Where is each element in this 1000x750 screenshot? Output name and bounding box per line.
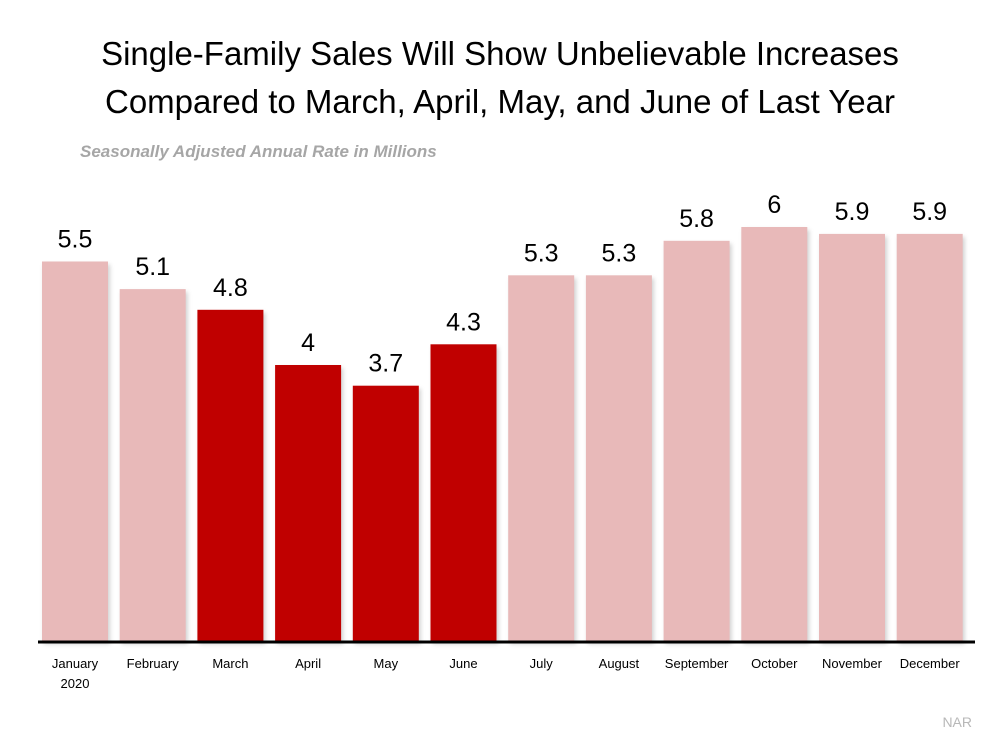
data-label-july: 5.3: [524, 239, 559, 267]
x-tick-label-july: July: [530, 656, 554, 671]
data-label-october: 6: [767, 191, 781, 219]
bar-december: [896, 233, 963, 641]
x-tick-label-june: June: [449, 656, 477, 671]
chart-title-line-1: Single-Family Sales Will Show Unbelievab…: [101, 35, 899, 72]
bar-april: [275, 365, 342, 641]
bar-november: [819, 233, 885, 641]
data-label-january: 5.5: [58, 226, 93, 254]
bar-january: [42, 261, 108, 641]
data-label-february: 5.1: [135, 253, 170, 281]
source-label: NAR: [942, 714, 972, 730]
data-label-september: 5.8: [679, 205, 714, 233]
x-tick-label-february: February: [127, 656, 180, 671]
bar-may: [352, 385, 419, 641]
data-label-june: 4.3: [446, 308, 481, 336]
data-label-december: 5.9: [912, 198, 947, 226]
bar-february: [119, 289, 186, 641]
data-label-april: 4: [301, 329, 315, 357]
data-label-november: 5.9: [835, 198, 870, 226]
x-tick-label-may: May: [374, 656, 399, 671]
x-tick-label-january: January 2020: [52, 656, 99, 691]
data-label-may: 3.7: [368, 350, 403, 378]
x-tick-label-november: November: [822, 656, 883, 671]
bar-july: [508, 275, 575, 641]
x-tick-label-october: October: [751, 656, 798, 671]
data-label-august: 5.3: [602, 239, 637, 267]
bar-august: [585, 275, 652, 641]
x-tick-label-august: August: [599, 656, 640, 671]
bar-june: [430, 344, 497, 641]
x-tick-label-september: September: [665, 656, 729, 671]
chart-title-line-2: Compared to March, April, May, and June …: [105, 83, 895, 120]
bar-september: [663, 240, 730, 642]
bar-march: [197, 309, 264, 641]
x-tick-label-december: December: [900, 656, 961, 671]
data-label-march: 4.8: [213, 274, 248, 302]
bar-october: [741, 227, 808, 641]
x-tick-label-april: April: [295, 656, 321, 671]
chart-subtitle: Seasonally Adjusted Annual Rate in Milli…: [80, 142, 437, 161]
x-tick-label-march: March: [212, 656, 248, 671]
